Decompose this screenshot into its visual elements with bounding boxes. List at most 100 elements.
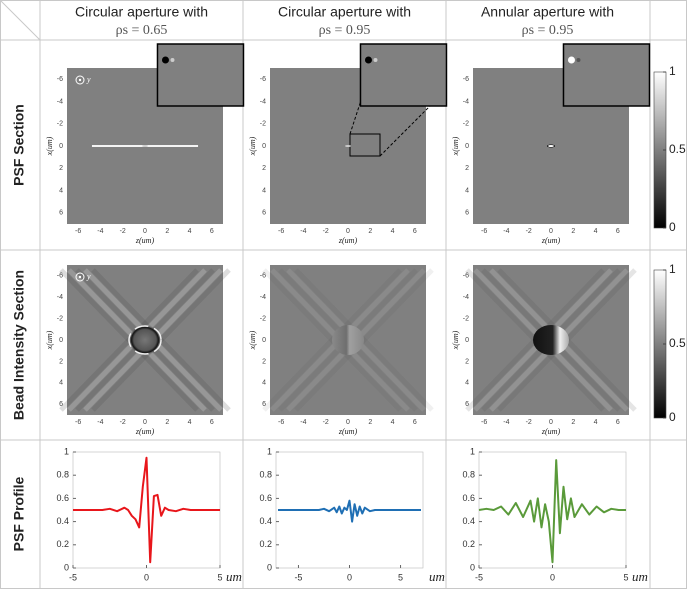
y-tick-label: 0 [262,337,266,344]
inset-peak [373,58,378,62]
y-tick-label: 6 [59,210,63,217]
y-tick-label: 0 [465,337,469,344]
bead [129,325,161,355]
zoom-box [349,133,381,157]
zoom-line [349,101,361,135]
y-axis-label: x(um) [451,136,460,156]
column-subtitle: ρs = 0.65 [116,23,168,38]
x-tick-label: 6 [210,228,214,235]
y-tick-label: 4 [262,380,266,387]
x-tick-label: -2 [323,228,329,235]
image-panel: -6 -6 -4 -4 -2 -2 0 0 2 2 4 4 6 6 z(um) x(um) [248,43,448,245]
x-tick-label: -2 [120,228,126,235]
y-tick-label: -6 [463,76,469,83]
bead-rim [128,325,162,355]
x-tick-label: -2 [526,228,532,235]
y-axis-label: x(um) [451,330,460,350]
y-tick-label: 2 [465,165,469,172]
inset-peak [170,58,175,62]
image-panel: y -6 -6 -4 -4 -2 -2 0 0 2 2 4 4 6 6 z(um) x(um) [45,265,231,436]
y-tick-label: 2 [59,358,63,365]
y-axis-label: x(um) [248,136,257,156]
y-tick-label: 2 [262,165,266,172]
row-label: PSF Section [11,104,27,186]
x-axis-label: z(um) [135,427,155,436]
image-panel: y -6 -6 -4 -4 -2 -2 0 0 2 2 4 4 6 6 z(um) x(um) [45,43,245,245]
x-tick-label: -4 [503,228,509,235]
x-tick-label: 0 [549,228,553,235]
y-tick-label: 0 [59,337,63,344]
y-tick-label: 0.4 [56,516,69,526]
axis-marker [78,275,82,279]
y-tick-label: 0 [470,562,475,572]
y-tick-label: 6 [59,401,63,408]
colorbar-tick-label: 1 [669,262,676,276]
x-tick-label: 6 [210,419,214,426]
axis-marker [78,78,82,82]
column-subtitle: ρs = 0.95 [522,23,574,38]
y-tick-label: -2 [57,121,63,128]
x-tick-label: -4 [300,228,306,235]
x-tick-label: -5 [69,572,77,582]
x-tick-label: -4 [97,419,103,426]
y-tick-label: 6 [262,210,266,217]
y-tick-label: -2 [260,315,266,322]
x-tick-label: -6 [481,228,487,235]
x-tick-label: -6 [75,419,81,426]
x-tick-label: 5 [398,572,403,582]
y-tick-label: 4 [59,380,63,387]
y-tick-label: -6 [260,273,266,280]
y-tick-label: 0 [64,562,69,572]
y-tick-label: 0.2 [56,539,69,549]
y-tick-label: -6 [57,76,63,83]
y-tick-label: -6 [57,273,63,280]
column-subtitle: ρs = 0.95 [319,23,371,38]
inset [562,43,651,107]
x-axis-label: um [632,569,648,584]
column-title: Annular aperture with [481,4,614,20]
x-tick-label: -2 [323,419,329,426]
x-tick-label: -4 [97,228,103,235]
x-tick-label: 2 [571,228,575,235]
x-tick-label: 4 [594,419,598,426]
x-tick-label: 4 [391,228,395,235]
image-panel: -6 -6 -4 -4 -2 -2 0 0 2 2 4 4 6 6 z(um) x(um) [248,265,434,436]
y-tick-label: -2 [463,315,469,322]
x-axis-label: z(um) [135,236,155,245]
inset [359,43,448,107]
y-tick-label: 4 [465,380,469,387]
x-tick-label: -6 [75,228,81,235]
colorbar-tick-label: 0 [669,410,676,424]
y-tick-label: 2 [59,165,63,172]
y-tick-label: 0.6 [462,493,475,503]
x-tick-label: 0 [143,419,147,426]
y-axis-label: x(um) [45,136,54,156]
x-tick-label: -4 [300,419,306,426]
column-title: Circular aperture with [278,4,411,20]
y-tick-label: 0 [262,143,266,150]
y-tick-label: -4 [260,294,266,301]
x-tick-label: -4 [503,419,509,426]
y-tick-label: 6 [465,210,469,217]
x-tick-label: -6 [481,419,487,426]
colorbar-tick-label: 1 [669,64,676,78]
x-axis-label: z(um) [338,427,358,436]
y-tick-label: 1 [64,446,69,456]
x-axis-label: um [226,569,242,584]
y-tick-label: 0.2 [462,539,475,549]
psf-dot [548,145,554,147]
psf-dot [345,145,351,147]
x-tick-label: 5 [217,572,222,582]
inset-peak [161,56,169,64]
y-tick-label: 0.4 [462,516,475,526]
x-tick-label: 4 [188,228,192,235]
x-tick-label: 6 [616,228,620,235]
x-tick-label: 4 [188,419,192,426]
row-label: PSF Profile [11,476,27,551]
inset-peak [576,58,581,62]
axis-marker [75,75,85,85]
x-tick-label: -2 [120,419,126,426]
y-axis-label: x(um) [45,330,54,350]
y-tick-label: -2 [260,121,266,128]
colorbar-tick-label: 0.5 [669,336,686,350]
